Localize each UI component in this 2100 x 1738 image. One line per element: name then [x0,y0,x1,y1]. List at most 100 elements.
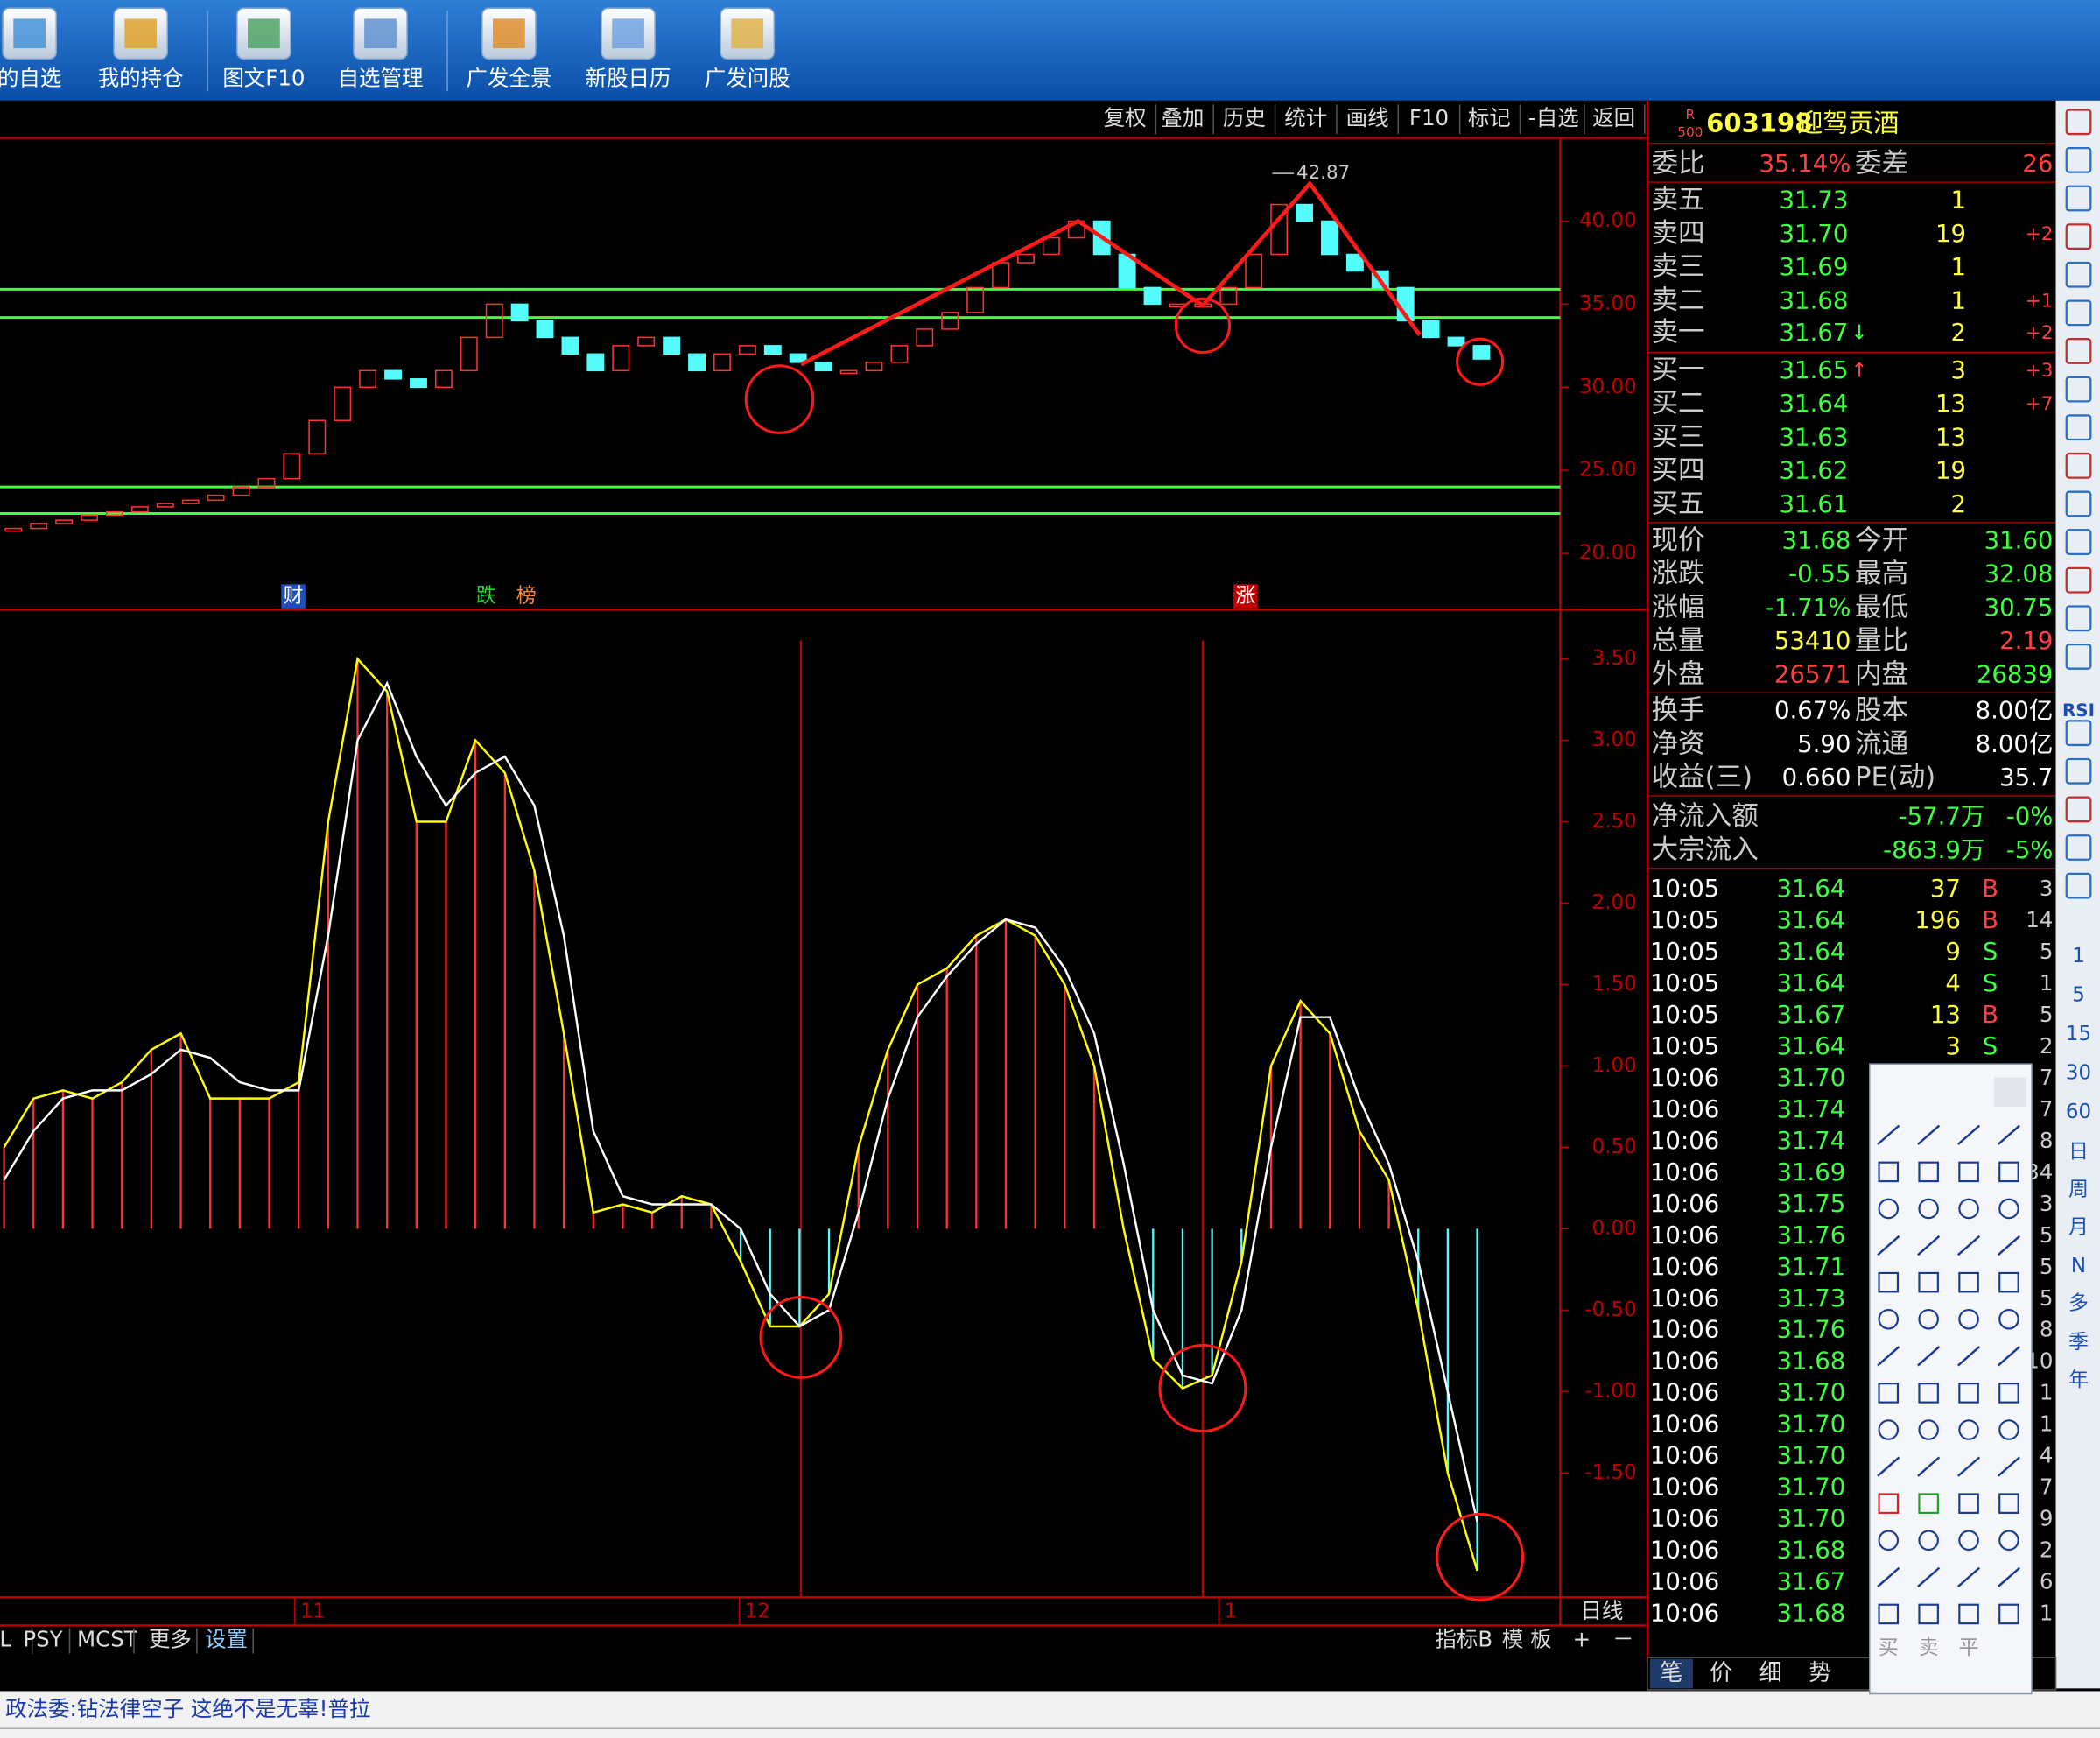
sidebar-item[interactable]: 多 [2068,1292,2089,1315]
sidebar-icon[interactable] [2065,376,2092,403]
news-ticker[interactable]: 政法委:钻法律空子 这绝不是无辜!普拉 [5,1696,370,1721]
sidebar-item[interactable]: RSI [2062,700,2095,721]
template-button[interactable]: － [1612,1626,1633,1651]
tool-icon[interactable] [1998,1493,2019,1514]
tool-icon[interactable] [1997,1566,2021,1587]
menu-item[interactable]: 叠加 [1162,105,1205,130]
toolbar-label[interactable]: 新股日历 [586,65,671,90]
tool-icon[interactable] [1878,1383,1900,1404]
sidebar-item[interactable]: 月 [2068,1215,2089,1238]
tool-icon[interactable] [1918,1161,1939,1183]
tool-icon[interactable] [1878,1530,1900,1552]
tool-label[interactable]: 买 [1879,1636,1899,1659]
template-button[interactable]: 模 板 [1502,1626,1552,1651]
indicator-tab[interactable]: MCST [77,1626,138,1651]
tool-icon[interactable] [1957,1346,1981,1367]
tool-label[interactable]: 卖 [1919,1636,1939,1659]
panel-tab[interactable]: 势 [1809,1660,1831,1686]
tool-icon[interactable] [1878,1198,1900,1220]
tool-icon[interactable] [1998,1603,2019,1625]
panel-tab[interactable]: 笔 [1660,1660,1682,1686]
menu-item[interactable]: 标记 [1468,105,1511,130]
tool-icon[interactable] [1878,1419,1900,1440]
tool-icon[interactable] [1918,1493,1939,1514]
tool-icon[interactable] [1877,1566,1900,1587]
indicator-tab[interactable]: PSY [23,1626,62,1651]
sidebar-icon[interactable] [2065,299,2092,327]
sidebar-icon[interactable] [2065,452,2092,479]
tool-icon[interactable] [1877,1235,1900,1256]
toolbar-label[interactable]: 图文F10 [222,65,305,90]
tool-icon[interactable] [1958,1198,1979,1220]
tool-icon[interactable] [1998,1308,2019,1330]
tool-icon[interactable] [1958,1603,1979,1625]
tool-icon[interactable] [1957,1124,1981,1145]
menu-item[interactable]: 复权 [1104,105,1147,130]
tool-icon[interactable] [1878,1603,1900,1625]
indicator-tab[interactable]: L [0,1626,11,1651]
sidebar-item[interactable]: 周 [2068,1179,2089,1201]
sidebar-item[interactable]: N [2071,1255,2086,1277]
sidebar-icon[interactable] [2065,109,2092,136]
template-button[interactable]: + [1573,1626,1591,1651]
menu-item[interactable]: 画线 [1346,105,1389,130]
tool-icon[interactable] [1957,1456,1981,1477]
tool-icon[interactable] [1877,1456,1900,1477]
sidebar-item[interactable]: 15 [2066,1023,2091,1045]
tool-icon[interactable] [1917,1456,1941,1477]
toolbar-label[interactable]: 广发全景 [466,65,551,90]
sidebar-item[interactable]: 季 [2068,1331,2089,1354]
menu-item[interactable]: -自选 [1528,105,1579,130]
menu-item[interactable]: F10 [1409,105,1449,130]
sidebar-icon[interactable] [2065,261,2092,288]
sidebar-item[interactable]: 5 [2072,984,2085,1007]
tool-icon[interactable] [1917,1346,1941,1367]
tool-icon[interactable] [1997,1235,2021,1256]
tool-icon[interactable] [1917,1124,1941,1145]
tool-icon[interactable] [1878,1308,1900,1330]
tool-icon[interactable] [1918,1271,1939,1293]
menu-item[interactable]: 统计 [1284,105,1327,130]
template-button[interactable]: 指标B [1435,1626,1492,1651]
tool-icon[interactable] [1958,1419,1979,1440]
tool-icon[interactable] [1917,1566,1941,1587]
tool-icon[interactable] [1878,1161,1900,1183]
tool-icon[interactable] [1918,1308,1939,1330]
toolbar-label[interactable]: 自选管理 [338,65,424,90]
tool-icon[interactable] [1997,1346,2021,1367]
tool-icon[interactable] [1918,1530,1939,1552]
tool-icon[interactable] [1877,1346,1900,1367]
sidebar-icon[interactable] [2065,566,2092,594]
toolbar-label[interactable]: 的自选 [0,65,61,90]
sidebar-icon[interactable] [2065,720,2092,747]
tool-icon[interactable] [1877,1124,1900,1145]
tool-icon[interactable] [1918,1198,1939,1220]
sidebar-icon[interactable] [2065,757,2092,785]
sidebar-item[interactable]: 1 [2072,945,2085,968]
tool-icon[interactable] [1918,1603,1939,1625]
tool-icon[interactable] [1958,1383,1979,1404]
tool-icon[interactable] [1958,1493,1979,1514]
tool-icon[interactable] [1917,1235,1941,1256]
sidebar-icon[interactable] [2065,338,2092,364]
tool-icon[interactable] [1998,1198,2019,1220]
toolbar-label[interactable]: 广发问股 [705,65,790,90]
menu-item[interactable]: 返回 [1592,105,1635,130]
tool-icon[interactable] [1958,1308,1979,1330]
tool-icon[interactable] [1997,1456,2021,1477]
tool-icon[interactable] [1918,1419,1939,1440]
tool-icon[interactable] [1998,1530,2019,1552]
tool-icon[interactable] [1997,1124,2021,1145]
panel-tab[interactable]: 价 [1710,1660,1732,1686]
sidebar-icon[interactable] [2065,872,2092,899]
indicator-tab[interactable]: 更多 [149,1626,192,1651]
sidebar-icon[interactable] [2065,529,2092,555]
close-button[interactable] [1994,1077,2026,1108]
tool-icon[interactable] [1957,1235,1981,1256]
sidebar-icon[interactable] [2065,223,2092,250]
sidebar-icon[interactable] [2065,185,2092,212]
tool-icon[interactable] [1998,1271,2019,1293]
tool-icon[interactable] [1998,1419,2019,1440]
sidebar-icon[interactable] [2065,834,2092,861]
sidebar-item[interactable]: 30 [2066,1061,2091,1084]
